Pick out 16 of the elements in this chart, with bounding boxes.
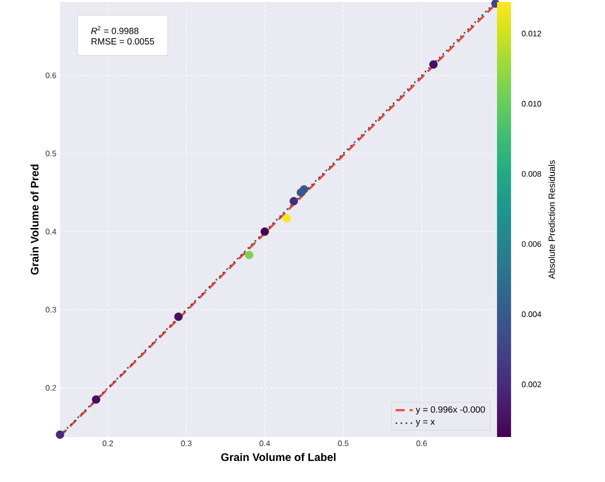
point xyxy=(92,395,100,404)
point xyxy=(282,214,291,223)
point xyxy=(244,250,254,260)
annotation: R$^{2}$ = 0.9988 xyxy=(91,26,138,34)
point xyxy=(300,185,308,194)
x-axis-title: Grain Volume of Label xyxy=(221,453,336,462)
point xyxy=(429,60,438,69)
legend-label: y = 0.996x -0.000 xyxy=(416,406,485,414)
point xyxy=(290,196,298,206)
legend-label: y = x xyxy=(416,420,435,427)
point xyxy=(174,312,183,321)
annotation: RMSE = 0.0055 xyxy=(92,38,154,45)
y-axis-title: Grain Volume of Pred xyxy=(30,164,39,275)
point xyxy=(260,227,269,236)
point xyxy=(56,430,64,439)
color-bar-title: Absolute Prediction Residuals xyxy=(548,160,555,280)
